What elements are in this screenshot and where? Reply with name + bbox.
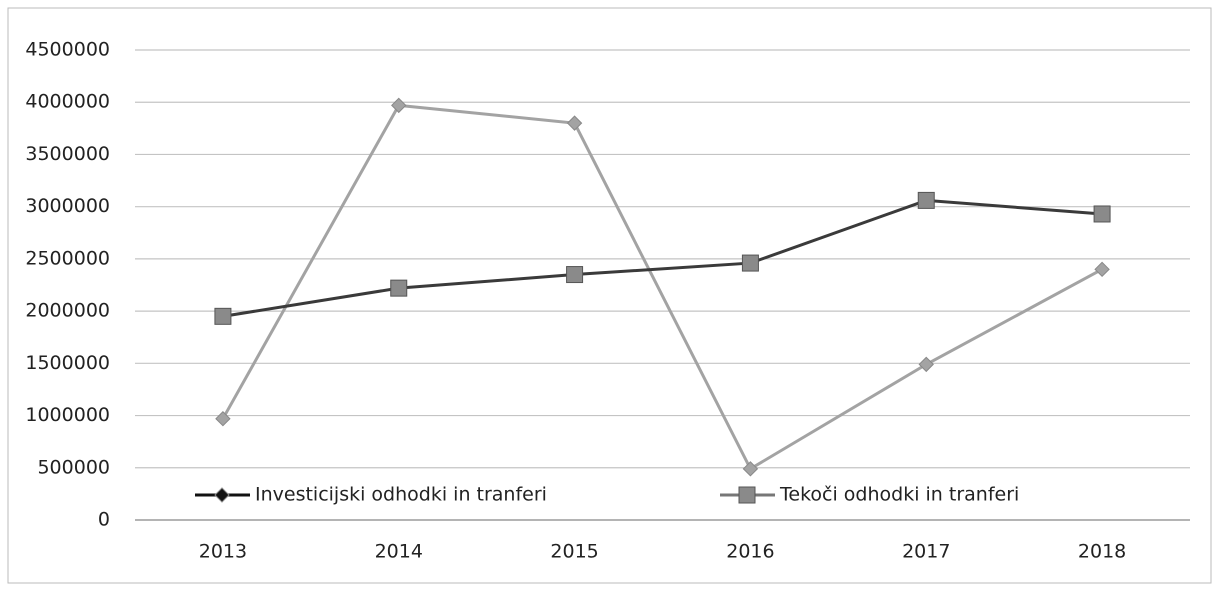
x-tick-label: 2013	[199, 541, 247, 563]
x-tick-label: 2014	[375, 541, 423, 563]
series-line	[221, 103, 1103, 471]
y-tick-label: 3000000	[25, 195, 110, 217]
data-point	[917, 191, 935, 209]
x-tick-label: 2015	[550, 541, 598, 563]
legend-label: Tekoči odhodki in tranferi	[779, 484, 1019, 506]
data-point	[742, 461, 759, 477]
y-tick-label: 4500000	[25, 39, 110, 61]
legend-marker	[214, 487, 230, 503]
data-point	[566, 266, 584, 284]
y-tick-label: 500000	[37, 456, 110, 478]
data-point	[215, 410, 231, 427]
data-point	[566, 115, 583, 131]
chart-border	[7, 7, 1212, 584]
y-tick-label: 4000000	[25, 91, 110, 113]
data-point	[741, 254, 759, 272]
x-tick-label: 2018	[1078, 541, 1126, 563]
y-tick-label: 3500000	[25, 143, 110, 165]
y-tick-label: 2500000	[25, 247, 110, 269]
data-point	[214, 307, 232, 325]
x-tick-label: 2016	[726, 541, 774, 563]
legend-marker	[738, 486, 756, 504]
legend-label: Investicijski odhodki in tranferi	[255, 484, 547, 506]
data-point	[918, 356, 934, 373]
y-tick-label: 2000000	[25, 300, 110, 322]
y-tick-label: 1000000	[25, 404, 110, 426]
x-tick-label: 2017	[902, 541, 950, 563]
y-tick-label: 0	[98, 509, 110, 531]
y-tick-label: 1500000	[25, 352, 110, 374]
series-line	[222, 198, 1103, 318]
data-point	[390, 279, 408, 297]
data-point	[391, 97, 407, 114]
data-point	[1094, 261, 1110, 278]
data-point	[1093, 205, 1111, 223]
